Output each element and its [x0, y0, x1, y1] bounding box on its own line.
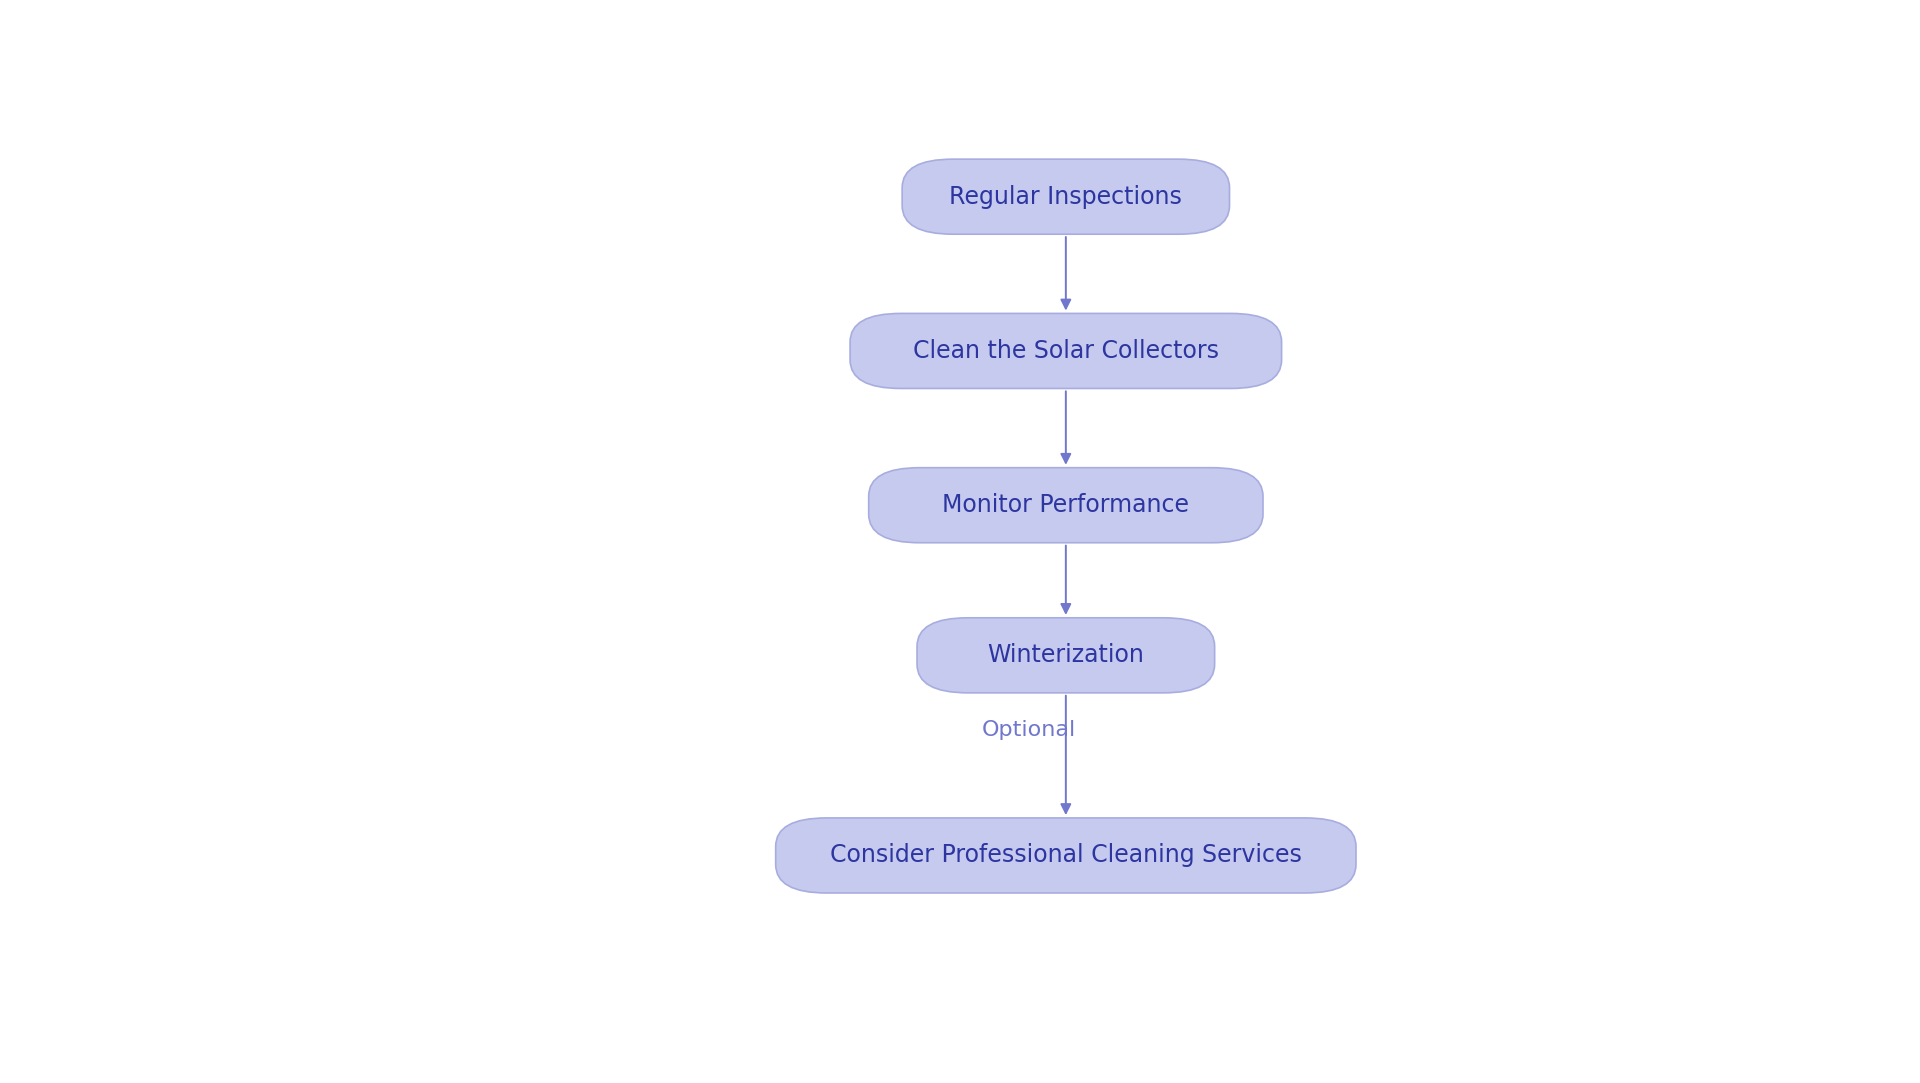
Text: Regular Inspections: Regular Inspections [948, 185, 1183, 209]
FancyBboxPatch shape [776, 818, 1356, 893]
Text: Winterization: Winterization [987, 643, 1144, 667]
FancyBboxPatch shape [851, 313, 1283, 389]
Text: Monitor Performance: Monitor Performance [943, 493, 1188, 518]
Text: Clean the Solar Collectors: Clean the Solar Collectors [912, 339, 1219, 363]
FancyBboxPatch shape [868, 468, 1263, 543]
Text: Consider Professional Cleaning Services: Consider Professional Cleaning Services [829, 844, 1302, 867]
FancyBboxPatch shape [918, 617, 1215, 693]
Text: Optional: Optional [981, 720, 1075, 741]
FancyBboxPatch shape [902, 159, 1229, 234]
